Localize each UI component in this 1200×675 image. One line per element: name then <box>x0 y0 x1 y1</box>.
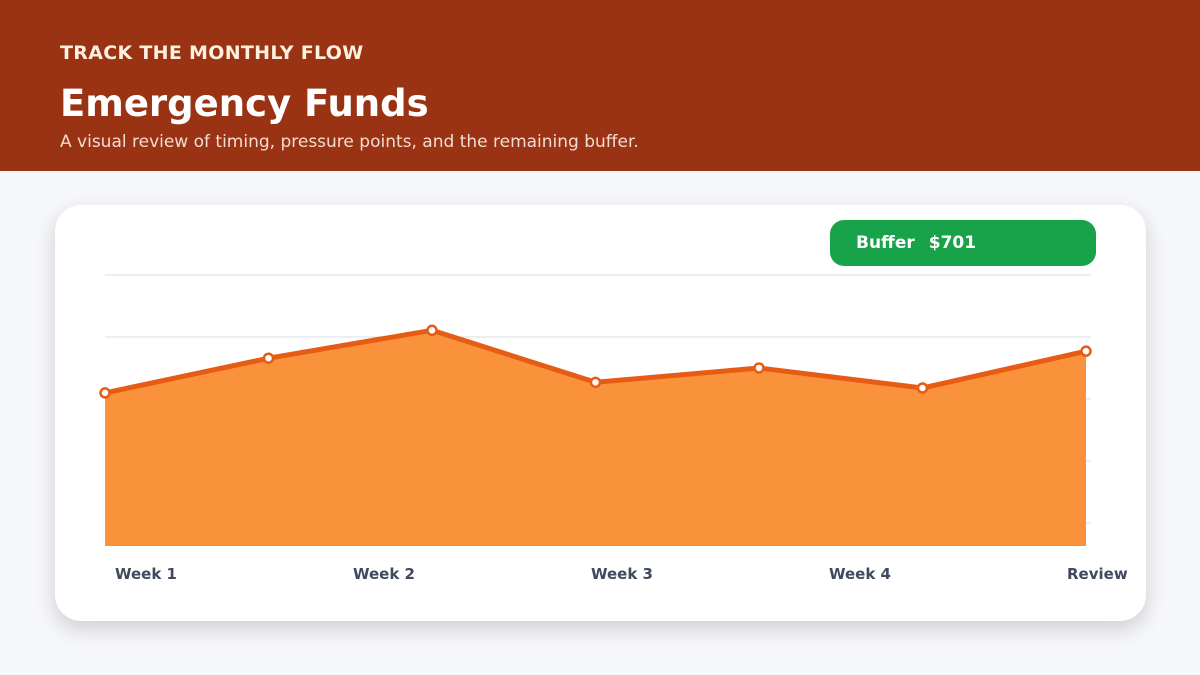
data-point <box>916 382 929 394</box>
x-tick-label: Week 1 <box>115 565 177 583</box>
buffer-badge: Buffer $701 <box>830 220 1096 266</box>
data-point <box>99 387 111 399</box>
buffer-value: $701 <box>928 233 977 253</box>
kicker-text: TRACK THE MONTHLY FLOW <box>60 42 364 64</box>
header-banner: TRACK THE MONTHLY FLOW Emergency Funds A… <box>0 0 1200 171</box>
page-title: Emergency Funds <box>60 82 429 125</box>
data-point <box>262 352 275 364</box>
x-tick-label: Week 4 <box>829 565 891 583</box>
data-points <box>99 324 1092 399</box>
data-point <box>589 376 602 389</box>
data-point <box>426 324 438 337</box>
data-point <box>753 362 765 374</box>
x-tick-label: Week 3 <box>591 565 653 583</box>
x-axis-labels: Week 1 Week 2 Week 3 Week 4 Review <box>115 565 1128 583</box>
buffer-label: Buffer <box>856 233 915 253</box>
data-point <box>1080 345 1092 357</box>
series-area <box>105 330 1086 546</box>
x-tick-label: Week 2 <box>353 565 415 583</box>
page-subtitle: A visual review of timing, pressure poin… <box>60 132 639 152</box>
x-tick-label: Review <box>1067 565 1128 583</box>
